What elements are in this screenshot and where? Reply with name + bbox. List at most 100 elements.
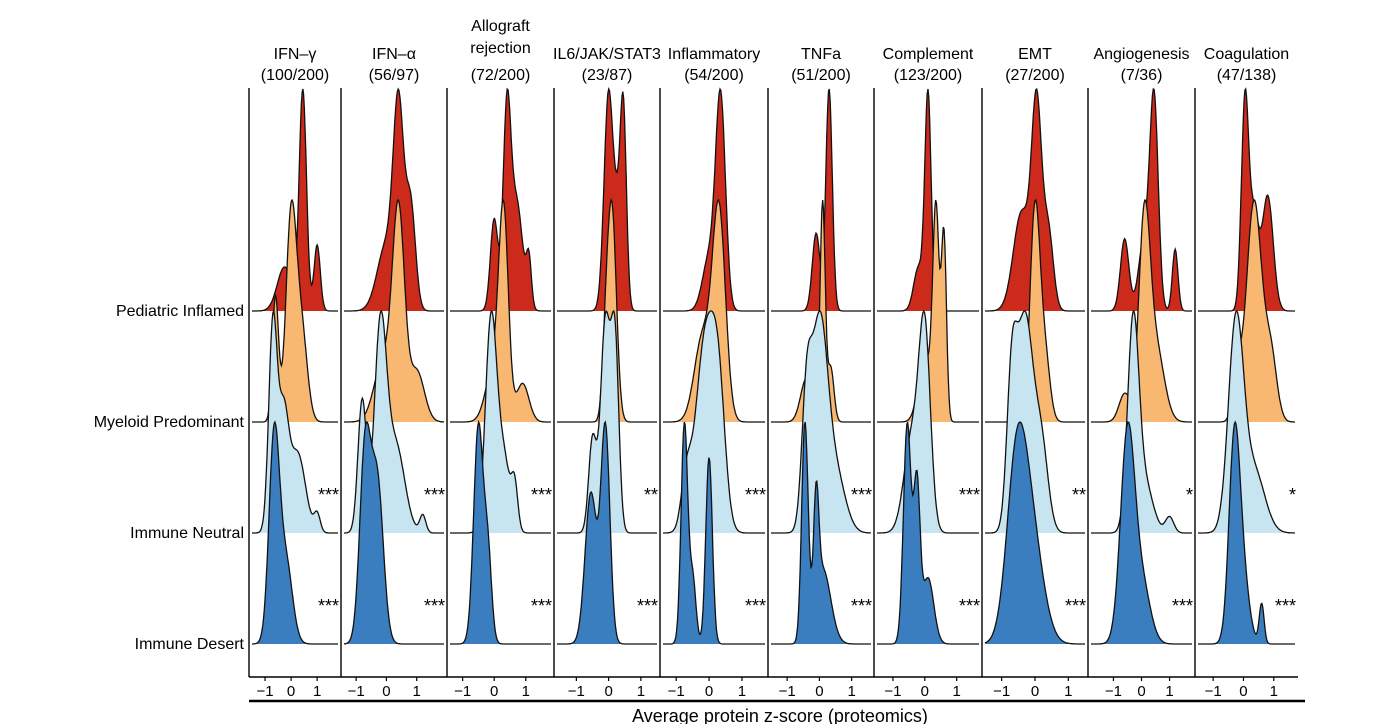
x-tick-label: 0 (287, 683, 295, 700)
significance-marker: *** (851, 485, 872, 505)
panel-subtitle: (23/87) (582, 67, 633, 84)
significance-marker: *** (1065, 596, 1086, 616)
x-tick-label: 1 (313, 683, 321, 700)
panel-subtitle: (47/138) (1217, 67, 1277, 84)
panel-title: IFN–α (372, 46, 416, 63)
ridge-outline (450, 419, 551, 645)
group-label-1: Pediatric Inflamed (116, 303, 244, 320)
group-label-2: Myeloid Predominant (94, 414, 245, 431)
panel-6: TNFa (51/200) *** *** −1 0 1 (767, 46, 874, 700)
panel-10: Coagulation(47/138)****−1 0 1 (1194, 46, 1298, 700)
ridge-fill-immune-neutral (450, 311, 551, 533)
x-tick-label: 0 (1031, 683, 1039, 700)
panel-subtitle: (51/200) (791, 67, 851, 84)
significance-marker: *** (1275, 596, 1296, 616)
x-tick-label: −1 (348, 683, 365, 700)
x-tick-label: 1 (413, 683, 421, 700)
significance-marker: ** (1072, 485, 1086, 505)
panel-title: IFN–γ (274, 46, 317, 63)
x-tick-label: 0 (921, 683, 929, 700)
ridge-outline (984, 421, 1085, 645)
x-tick-label: −1 (256, 683, 273, 700)
ridge-fill-myeloid-predominant (1198, 200, 1295, 422)
significance-marker: *** (424, 596, 445, 616)
panel-title: Coagulation (1204, 46, 1289, 63)
significance-marker: * (1289, 485, 1296, 505)
x-tick-label: −1 (993, 683, 1010, 700)
significance-marker: *** (1172, 596, 1193, 616)
ridge-outline (1198, 87, 1295, 312)
panel-4: IL6/JAK/STAT3(23/87)*****−1 0 1 (553, 46, 661, 700)
x-tick-label: 0 (1137, 683, 1145, 700)
x-tick-label: 0 (490, 683, 498, 700)
x-tick-label: −1 (668, 683, 685, 700)
significance-marker: *** (959, 596, 980, 616)
x-axis-label: Average protein z-score (proteomics) (632, 706, 928, 724)
x-tick-label: 1 (738, 683, 746, 700)
ridge-fill-pediatric-inflamed (663, 89, 765, 311)
ridge-outline (1198, 199, 1295, 423)
ridge-fill-immune-desert (252, 422, 338, 644)
ridge-fill-myeloid-predominant (344, 200, 444, 422)
x-tick-label: −1 (884, 683, 901, 700)
panel-subtitle: (56/97) (369, 67, 420, 84)
panel-subtitle: (100/200) (261, 67, 330, 84)
significance-marker: *** (851, 596, 872, 616)
ridge-outline (663, 198, 765, 423)
panel-title: Allograft (471, 18, 530, 35)
ridge-outline (771, 199, 871, 423)
ridge-outline (877, 88, 979, 312)
panel-subtitle: (72/200) (471, 67, 531, 84)
x-tick-label: 1 (1270, 683, 1278, 700)
ridge-outline (1091, 198, 1192, 423)
ridge-outline (557, 309, 657, 534)
ridge-fill-myeloid-predominant (985, 200, 1085, 422)
panel-3: Allograft rejection (72/200) *** *** −1 0 1 (446, 18, 554, 700)
panel-subtitle: (123/200) (894, 67, 963, 84)
ridge-fill-immune-desert (985, 422, 1085, 644)
significance-marker: *** (531, 596, 552, 616)
ridge-outline (663, 421, 765, 645)
panel-subtitle: (27/200) (1005, 67, 1065, 84)
group-label-4: Immune Desert (135, 636, 245, 653)
x-tick-label: 1 (1165, 683, 1173, 700)
ridge-fill-immune-desert (557, 422, 657, 644)
x-tick-label: −1 (779, 683, 796, 700)
ridge-outline (985, 87, 1085, 312)
ridge-fill-pediatric-inflamed (344, 89, 444, 311)
group-label-3: Immune Neutral (130, 525, 244, 542)
panel-title: EMT (1018, 46, 1052, 63)
ridge-outline (663, 87, 765, 312)
significance-marker: *** (959, 485, 980, 505)
group-labels: Pediatric Inflamed Myeloid Predominant Imm… (94, 303, 245, 653)
ridge-fill-immune-neutral (877, 311, 979, 533)
ridge-outline (450, 310, 551, 534)
x-tick-label: 0 (382, 683, 390, 700)
ridge-fill-myeloid-predominant (771, 200, 871, 422)
x-tick-label: −1 (1205, 683, 1222, 700)
ridge-fill-pediatric-inflamed (252, 89, 338, 311)
ridge-outline (450, 197, 551, 423)
ridge-outline (1198, 310, 1295, 534)
ridge-outline (771, 421, 871, 645)
ridge-fill-immune-neutral (663, 311, 765, 533)
ridge-fill-myeloid-predominant (557, 200, 657, 422)
panel-2: IFN–α (56/97) *** *** −1 0 1 (340, 46, 447, 700)
ridge-outline (985, 199, 1085, 423)
ridge-outline (877, 421, 979, 645)
ridge-fill-myeloid-predominant (450, 200, 551, 422)
significance-marker: *** (745, 485, 766, 505)
panel-title: Complement (883, 46, 974, 63)
x-tick-label: −1 (568, 683, 585, 700)
ridge-outline (343, 421, 444, 645)
ridge-outline (557, 86, 657, 312)
ridge-outline (877, 309, 979, 534)
ridge-outline (252, 420, 338, 645)
panel-title: IL6/JAK/STAT3 (553, 46, 661, 63)
x-tick-label: 0 (815, 683, 823, 700)
panel-9: Angiogenesis(7/36)****−1 0 1 (1087, 46, 1195, 700)
ridge-outline (1198, 420, 1295, 645)
x-tick-label: 1 (953, 683, 961, 700)
ridge-outline (1091, 309, 1192, 534)
panel-1: IFN–γ (100/200) *** *** −1 0 1 (248, 46, 341, 700)
